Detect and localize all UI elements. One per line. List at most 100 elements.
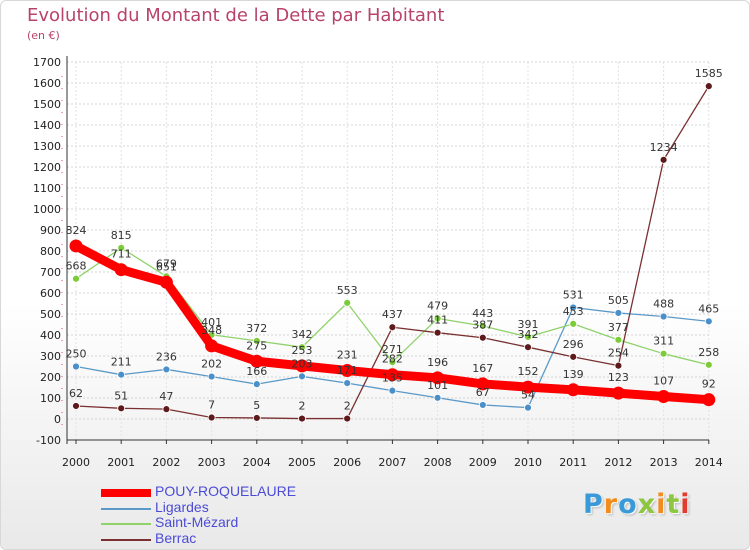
data-point-berrac (569, 352, 578, 361)
data-point-saint-m-zard (388, 358, 397, 366)
data-point-ligardes (72, 362, 80, 371)
x-tick-label: 2010 (514, 456, 542, 469)
data-label-saint-m-zard: 479 (427, 299, 448, 312)
data-point-berrac (343, 414, 352, 423)
legend-swatch (101, 489, 151, 497)
data-point-berrac (72, 402, 80, 410)
data-point-ligardes (162, 365, 171, 374)
data-label-ligardes: 135 (382, 372, 403, 385)
y-tick-label: 1600 (33, 77, 61, 90)
y-tick-label: 300 (40, 350, 61, 363)
data-point-saint-m-zard (117, 243, 126, 252)
data-point-berrac (478, 333, 487, 342)
data-label-pouy-roquelaure: 123 (608, 371, 629, 384)
x-tick-label: 2013 (650, 456, 678, 469)
y-tick-label: 1700 (33, 56, 61, 69)
y-tick-label: 900 (40, 224, 61, 237)
data-label-pouy-roquelaure: 139 (563, 368, 584, 381)
data-label-pouy-roquelaure: 253 (292, 344, 313, 357)
data-point-pouy-roquelaure (702, 393, 716, 407)
y-tick-label: 700 (40, 266, 61, 279)
legend-label: Berrac (155, 529, 197, 546)
data-label-saint-m-zard: 372 (246, 322, 267, 335)
data-label-saint-m-zard: 815 (111, 229, 132, 242)
legend-swatch (101, 507, 151, 510)
data-point-berrac (117, 404, 126, 413)
data-point-pouy-roquelaure (340, 363, 354, 377)
data-label-berrac: 7 (208, 399, 215, 412)
data-label-berrac: 1585 (695, 67, 723, 80)
data-label-ligardes: 531 (563, 288, 584, 301)
data-label-pouy-roquelaure: 152 (518, 365, 539, 378)
data-label-pouy-roquelaure: 348 (201, 324, 222, 337)
x-tick-label: 2005 (288, 456, 316, 469)
legend-label: POUY-ROQUELAURE (155, 483, 297, 499)
y-tick-label: 0 (54, 413, 61, 426)
data-label-pouy-roquelaure: 711 (111, 248, 132, 261)
data-point-ligardes (614, 309, 623, 317)
y-tick-label: -100 (36, 434, 61, 447)
data-point-ligardes (252, 380, 261, 389)
data-label-saint-m-zard: 443 (472, 307, 493, 320)
data-point-berrac (207, 413, 216, 422)
data-label-berrac: 2 (299, 400, 306, 413)
data-label-berrac: 342 (518, 328, 539, 341)
data-label-pouy-roquelaure: 167 (472, 362, 493, 375)
data-point-saint-m-zard (569, 319, 578, 328)
data-point-saint-m-zard (614, 335, 623, 344)
data-label-ligardes: 211 (111, 356, 132, 369)
data-point-saint-m-zard (704, 360, 713, 369)
y-tick-label: 1500 (33, 98, 61, 111)
data-label-pouy-roquelaure: 824 (66, 224, 87, 237)
y-tick-label: 500 (40, 308, 61, 321)
y-tick-label: 1300 (33, 140, 61, 153)
legend-label: Saint-Mézard (155, 514, 239, 530)
data-label-ligardes: 101 (427, 379, 448, 392)
x-tick-label: 2008 (424, 456, 452, 469)
data-label-pouy-roquelaure: 275 (246, 339, 267, 352)
data-point-ligardes (569, 303, 578, 312)
legend-swatch (101, 523, 151, 525)
chart-subtitle: (en €) (27, 29, 60, 42)
proxiti-logo: Proxiti (583, 489, 691, 520)
y-tick-label: 1400 (33, 119, 61, 132)
data-label-ligardes: 505 (608, 294, 629, 307)
data-point-saint-m-zard (478, 322, 487, 330)
y-tick-label: 1000 (33, 203, 61, 216)
y-tick-label: 200 (40, 371, 61, 384)
data-point-pouy-roquelaure (69, 239, 83, 253)
y-tick-label: 1100 (33, 182, 61, 195)
data-point-berrac (162, 405, 171, 414)
data-point-berrac (614, 361, 623, 370)
data-point-pouy-roquelaure (476, 377, 490, 391)
y-tick-label: 800 (40, 245, 61, 258)
data-point-ligardes (343, 379, 352, 387)
y-tick-label: 100 (40, 392, 61, 405)
data-label-berrac: 1234 (650, 141, 678, 154)
data-point-saint-m-zard (524, 332, 532, 341)
data-point-berrac (659, 155, 668, 164)
data-label-saint-m-zard: 668 (66, 260, 87, 273)
x-tick-label: 2004 (243, 456, 271, 469)
data-point-ligardes (117, 370, 126, 379)
data-point-ligardes (298, 372, 306, 381)
data-label-saint-m-zard: 258 (698, 346, 719, 359)
data-point-saint-m-zard (298, 343, 306, 352)
data-label-saint-m-zard: 311 (653, 335, 674, 348)
data-label-saint-m-zard: 453 (563, 305, 584, 318)
data-point-saint-m-zard (252, 336, 261, 345)
chart-title: Evolution du Montant de la Dette par Hab… (27, 5, 445, 26)
data-label-pouy-roquelaure: 196 (427, 356, 448, 369)
data-label-pouy-roquelaure: 651 (156, 260, 177, 273)
data-label-pouy-roquelaure: 282 (382, 353, 403, 366)
data-point-ligardes (524, 403, 532, 412)
data-point-pouy-roquelaure (521, 380, 535, 394)
data-label-saint-m-zard: 553 (337, 284, 358, 297)
data-label-berrac: 254 (608, 347, 629, 360)
data-point-pouy-roquelaure (611, 386, 625, 400)
data-point-pouy-roquelaure (159, 275, 173, 289)
data-point-ligardes (478, 401, 487, 409)
legend-swatch (101, 538, 151, 541)
